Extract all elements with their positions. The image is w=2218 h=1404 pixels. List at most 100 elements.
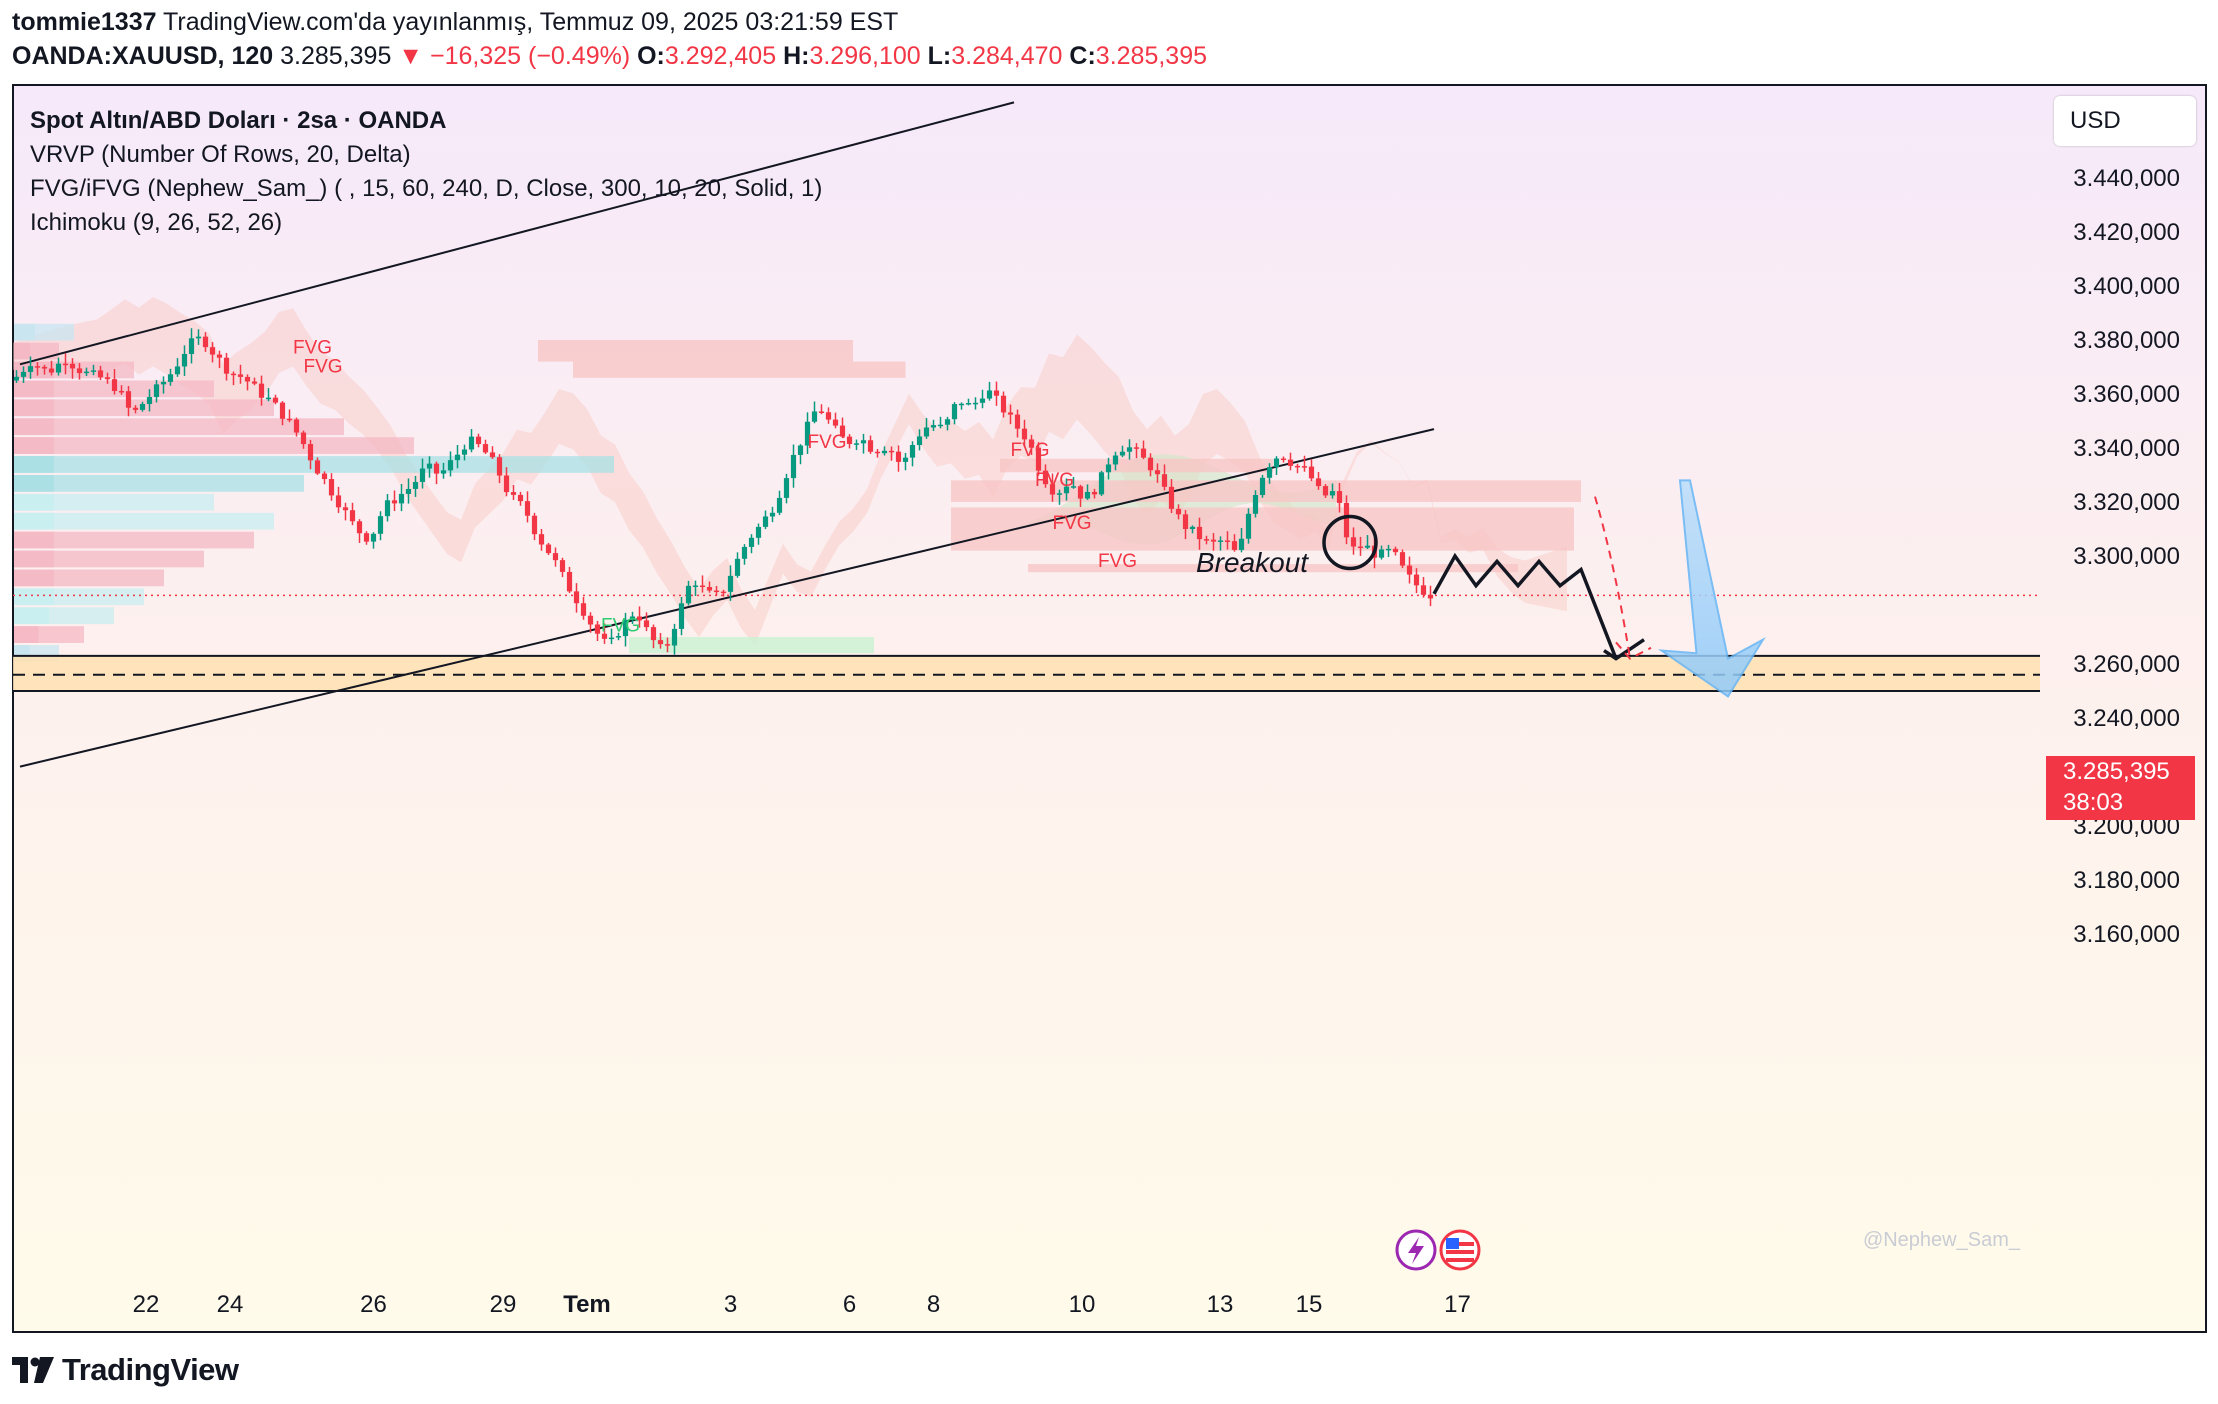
candle-body <box>307 444 314 461</box>
candle-body <box>1259 477 1266 495</box>
candle-body <box>104 377 111 380</box>
candle-body <box>727 575 734 592</box>
candle-body <box>1014 414 1021 429</box>
candle-body <box>1273 458 1280 468</box>
candle-body <box>825 412 832 420</box>
trendline[interactable] <box>19 101 1015 366</box>
time-tick-label[interactable]: 8 <box>927 1291 940 1318</box>
candle-body <box>342 507 349 511</box>
candle-body <box>293 419 300 433</box>
candle-body <box>447 460 454 471</box>
candle-body <box>20 371 27 377</box>
candle-body <box>846 436 853 445</box>
legend-ichimoku[interactable]: Ichimoku (9, 26, 52, 26) <box>30 209 283 236</box>
lightning-bolt-icon <box>1408 1237 1424 1264</box>
high-value: 3.296,100 <box>809 42 921 70</box>
price-tick-label[interactable]: 3.320,000 <box>2073 489 2180 516</box>
candle-body <box>370 533 377 542</box>
fvg-zone <box>1000 458 1273 473</box>
price-tick-label[interactable]: 3.420,000 <box>2073 219 2180 246</box>
candle-body <box>797 445 804 455</box>
time-tick-label[interactable]: 15 <box>1296 1291 1323 1318</box>
volume-bar-delta <box>14 569 54 587</box>
candle-body <box>916 436 923 446</box>
legend-symbol[interactable]: Spot Altın/ABD Doları · 2sa · OANDA <box>30 107 447 134</box>
candle-body <box>1196 526 1203 540</box>
projection-arrowhead <box>1603 638 1645 661</box>
candle-body <box>853 443 860 445</box>
volume-bar-delta <box>14 626 39 643</box>
candle-body <box>608 637 615 640</box>
candle-body <box>1224 540 1231 542</box>
price-axis[interactable]: 3.440,000 3.420,000 3.400,000 3.380,000 3.36… <box>2073 165 2180 948</box>
candle-body <box>181 353 188 367</box>
candle-body <box>83 371 90 374</box>
volume-bar-delta <box>14 607 49 625</box>
time-tick-label[interactable]: 13 <box>1207 1291 1234 1318</box>
candle-body <box>314 460 321 474</box>
legend-vrvp[interactable]: VRVP (Number Of Rows, 20, Delta) <box>30 141 411 168</box>
candle-body <box>1175 508 1182 515</box>
candle-body <box>1357 546 1364 549</box>
candle-body <box>1112 455 1119 465</box>
time-tick-label[interactable]: 29 <box>490 1291 517 1318</box>
time-tick-label[interactable]: 6 <box>843 1291 856 1318</box>
price-tick-label[interactable]: 3.400,000 <box>2073 273 2180 300</box>
price-tick-label[interactable]: 3.260,000 <box>2073 651 2180 678</box>
price-tick-label[interactable]: 3.380,000 <box>2073 327 2180 354</box>
price-tick-label[interactable]: 3.360,000 <box>2073 381 2180 408</box>
candle-body <box>1140 448 1147 458</box>
time-tick-label[interactable]: 3 <box>724 1291 737 1318</box>
candle-body <box>62 363 69 366</box>
time-tick-label[interactable]: 26 <box>360 1291 387 1318</box>
legend-fvg[interactable]: FVG/iFVG (Nephew_Sam_) ( , 15, 60, 240, … <box>30 175 823 202</box>
volume-bar <box>14 512 274 530</box>
candle-body <box>1105 464 1112 473</box>
candle-body <box>755 526 762 538</box>
candle-body <box>349 510 356 522</box>
blue-down-arrow[interactable] <box>1657 479 1766 698</box>
price-tick-label[interactable]: 3.440,000 <box>2073 165 2180 192</box>
candle-body <box>1315 478 1322 487</box>
event-icons[interactable] <box>1395 1229 1481 1271</box>
price-tick-label[interactable]: 3.180,000 <box>2073 867 2180 894</box>
candle-body <box>1161 474 1168 487</box>
candle-body <box>503 475 510 493</box>
candle-body <box>776 497 783 513</box>
time-tick-label[interactable]: 24 <box>217 1291 244 1318</box>
candle-body <box>132 407 139 410</box>
price-tick-label[interactable]: 3.240,000 <box>2073 705 2180 732</box>
volume-bar-delta <box>14 456 54 473</box>
candle-body <box>1070 486 1077 488</box>
candle-body <box>867 440 874 452</box>
time-tick-label[interactable]: 22 <box>133 1291 160 1318</box>
trendlines[interactable] <box>19 101 1435 768</box>
time-tick-label[interactable]: 10 <box>1069 1291 1096 1318</box>
projection-path[interactable] <box>1432 552 1618 660</box>
candle-body <box>489 452 496 458</box>
trendline[interactable] <box>19 428 1435 768</box>
price-tick-label[interactable]: 3.160,000 <box>2073 921 2180 948</box>
volume-bar-delta <box>14 475 54 492</box>
price-tick-label[interactable]: 3.340,000 <box>2073 435 2180 462</box>
time-axis[interactable]: 22 24 26 29 Tem 3 6 8 10 13 15 17 <box>133 1291 1471 1318</box>
fvg-label: FVG <box>1011 440 1050 461</box>
author-name[interactable]: tommie1337 <box>12 8 157 36</box>
candle-body <box>97 370 104 378</box>
close-value: 3.285,395 <box>1095 42 1208 70</box>
candle-body <box>27 366 34 372</box>
dashed-target-arrow[interactable] <box>1594 496 1652 660</box>
price-tick-label[interactable]: 3.300,000 <box>2073 543 2180 570</box>
candle-body <box>811 411 818 422</box>
candle-body <box>237 374 244 377</box>
candle-body <box>552 553 559 561</box>
currency-button[interactable]: USD <box>2054 96 2196 146</box>
fvg-zone <box>629 637 874 654</box>
time-tick-label[interactable]: Tem <box>563 1291 611 1318</box>
candle-body <box>699 585 706 588</box>
tradingview-logo[interactable]: TradingView <box>12 1352 239 1388</box>
candle-body <box>363 533 370 542</box>
time-tick-label[interactable]: 17 <box>1444 1291 1471 1318</box>
candle-body <box>419 468 426 482</box>
